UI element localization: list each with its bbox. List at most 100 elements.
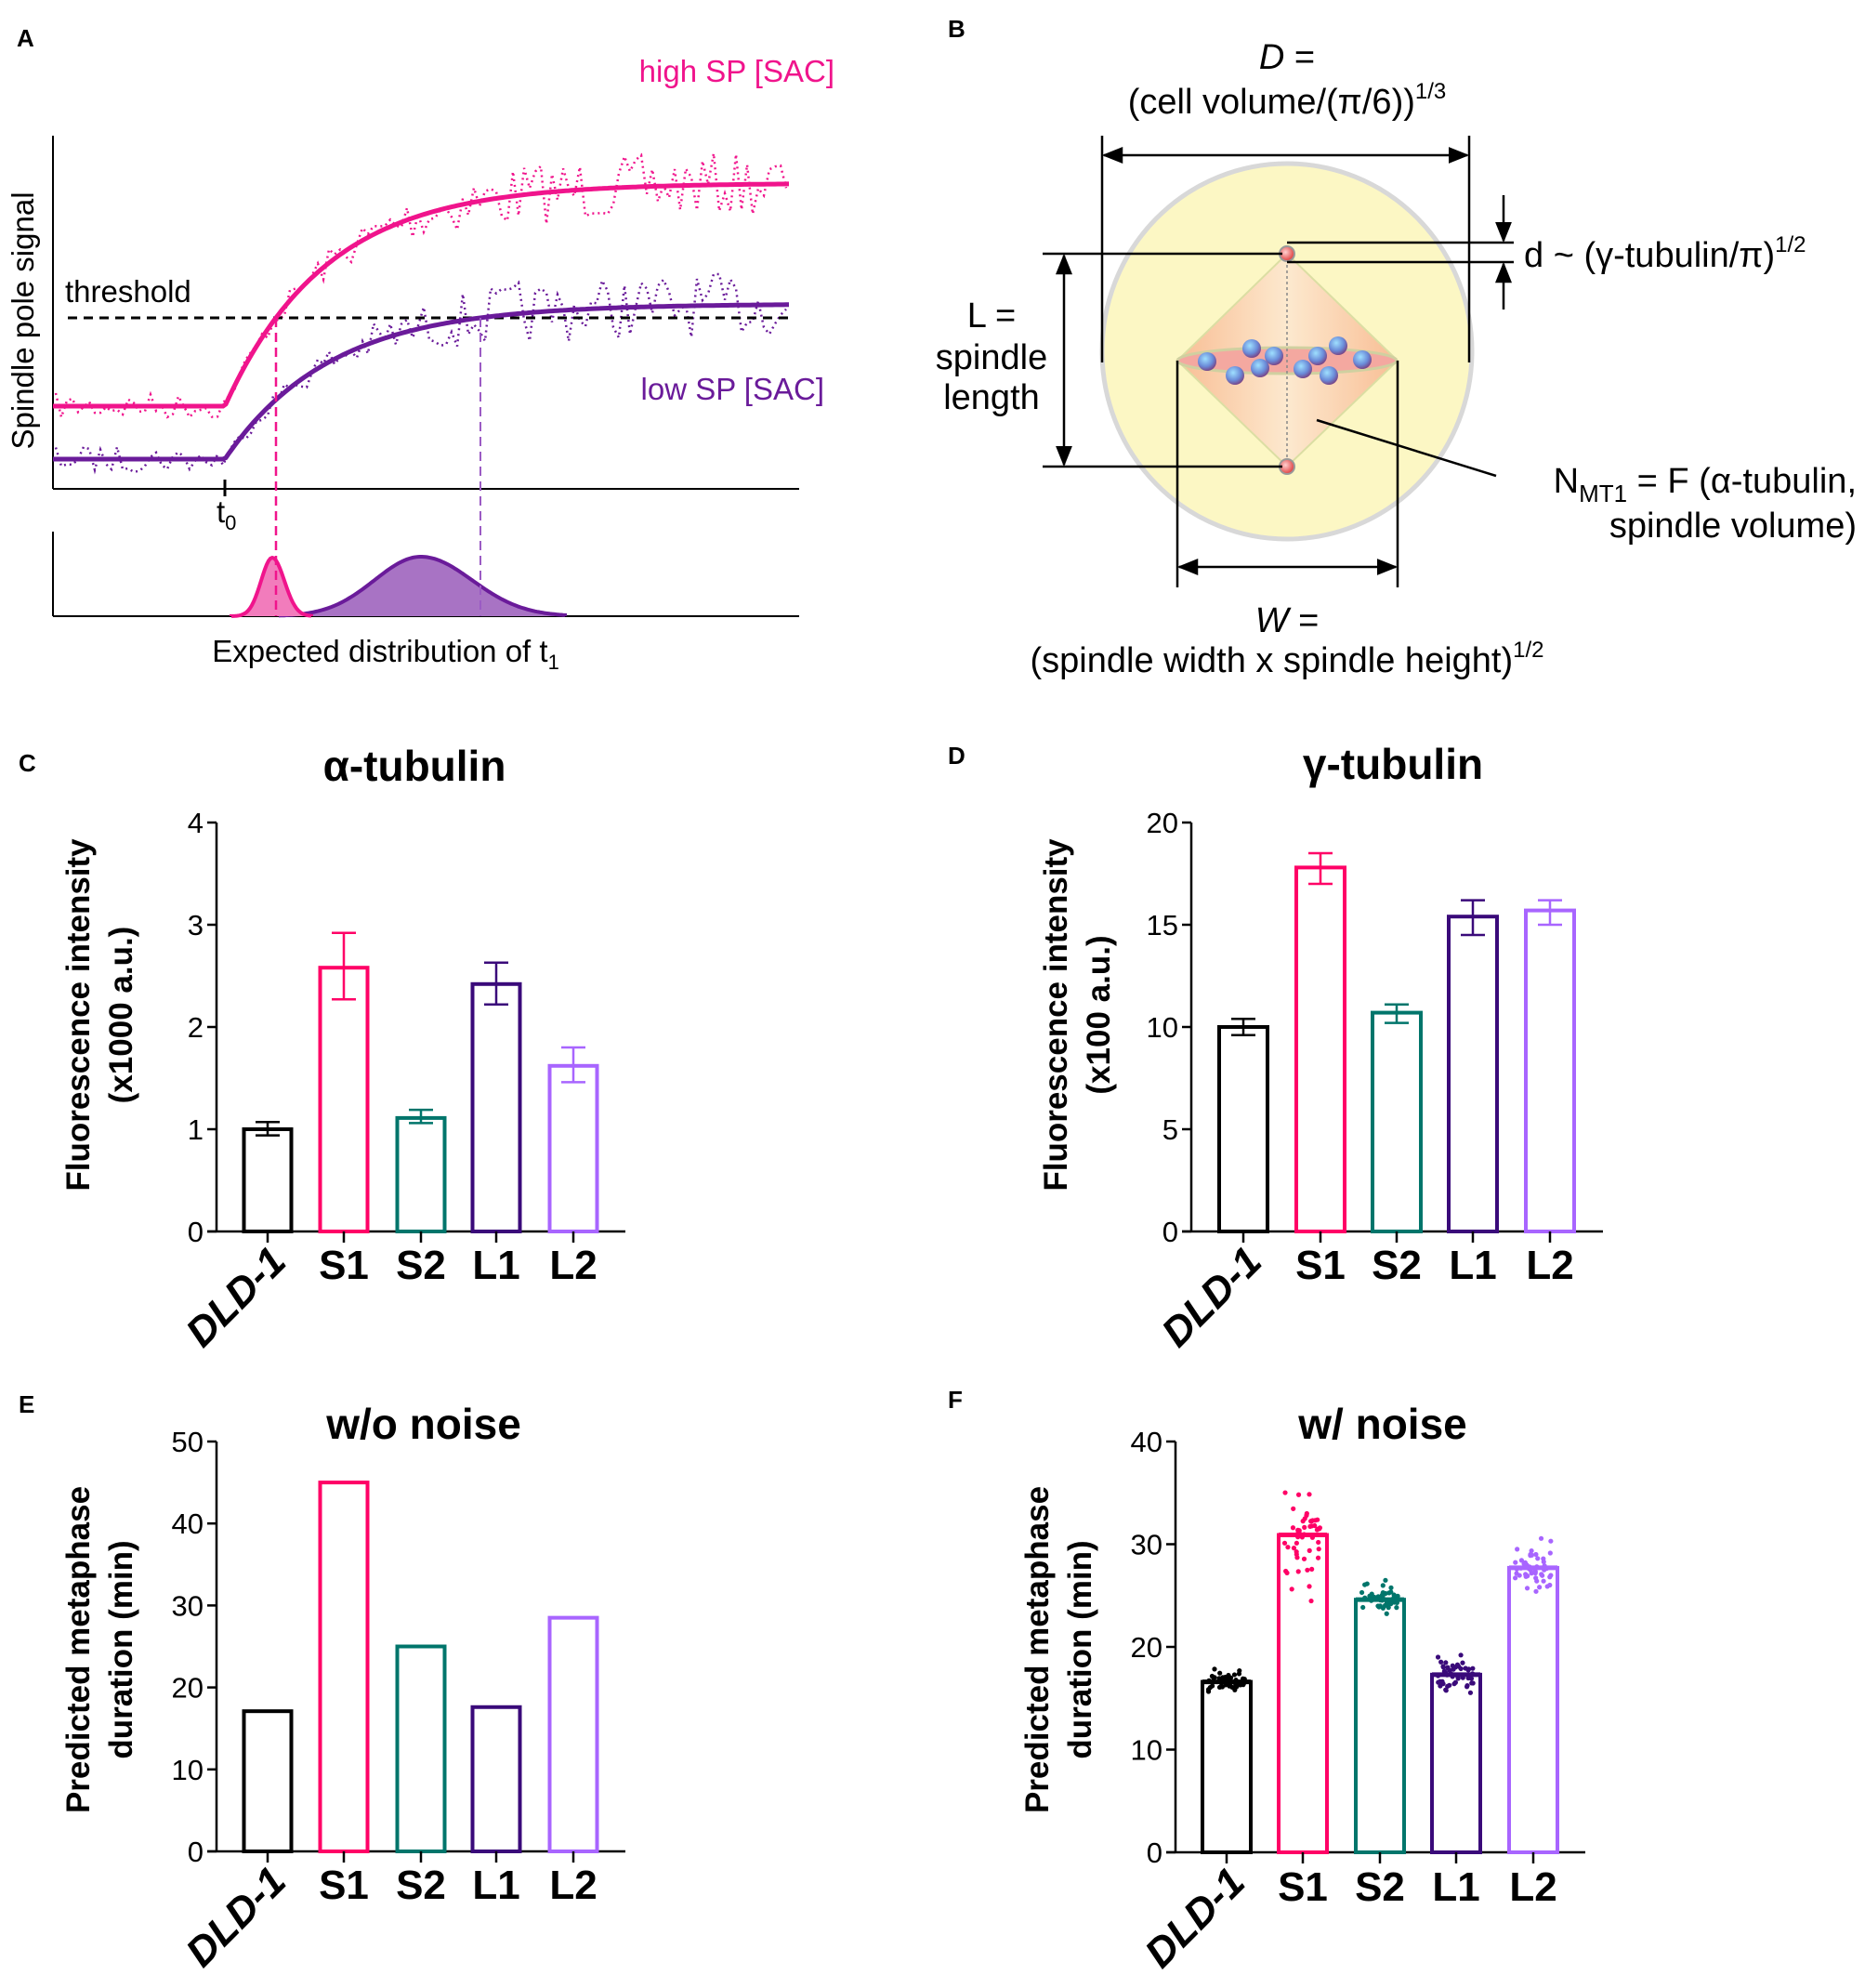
- y-axis-label: (x1000 a.u.): [103, 927, 139, 1104]
- low-sp-curve: [53, 302, 789, 462]
- y-tick-label: 20: [1147, 807, 1178, 839]
- panel-label-c: C: [19, 749, 36, 777]
- data-point-l2: [1515, 1547, 1520, 1552]
- data-point-s1: [1294, 1540, 1299, 1546]
- data-point-s1: [1312, 1522, 1318, 1529]
- y-tick-label: 40: [1131, 1426, 1162, 1458]
- data-point-l1: [1464, 1684, 1470, 1690]
- data-point-l2: [1533, 1551, 1539, 1558]
- bar-dld-1: [1201, 1679, 1253, 1854]
- category-label: L1: [1449, 1243, 1496, 1288]
- error-bar-l2: [561, 1046, 585, 1084]
- data-point-s1: [1309, 1566, 1315, 1572]
- data-point-l2: [1533, 1588, 1539, 1594]
- data-point-l2: [1529, 1547, 1534, 1554]
- y-axis-label: Predicted metaphase: [60, 1486, 97, 1813]
- bar-s1: [318, 1481, 370, 1853]
- bar-s2: [1371, 1010, 1423, 1233]
- data-point-l2: [1537, 1585, 1543, 1590]
- y-axis-label: Predicted metaphase: [1019, 1486, 1056, 1813]
- data-point-l1: [1440, 1664, 1446, 1669]
- category-label: L1: [1432, 1864, 1479, 1910]
- data-point-dld-1: [1216, 1684, 1223, 1691]
- error-bar-s1: [1308, 851, 1333, 886]
- y-tick-label: 20: [172, 1672, 204, 1705]
- y-tick-label: 0: [188, 1836, 204, 1868]
- data-point-dld-1: [1212, 1666, 1217, 1672]
- data-point-l2: [1541, 1556, 1546, 1561]
- y-tick-label: 10: [1147, 1011, 1178, 1044]
- L-label: L =: [967, 296, 1016, 336]
- data-point-dld-1: [1236, 1671, 1242, 1677]
- a-y-axis-label: Spindle pole signal: [6, 191, 40, 449]
- data-point-s1: [1305, 1567, 1310, 1573]
- data-point-s1: [1295, 1492, 1302, 1497]
- high-sp-curve: [53, 181, 789, 409]
- error-bar-s2: [1385, 1003, 1409, 1024]
- data-point-l1: [1455, 1676, 1461, 1681]
- error-bar-l2: [1538, 899, 1562, 927]
- t0-label: t0: [217, 494, 236, 534]
- data-point-s2: [1394, 1605, 1399, 1611]
- y-tick-label: 4: [188, 807, 204, 839]
- data-point-s2: [1388, 1585, 1394, 1590]
- chart-c-alpha-tubulin: C α-tubulin Fluorescence intensity (x1000 …: [19, 742, 625, 1356]
- category-label: S1: [1295, 1243, 1346, 1288]
- category-label: L2: [549, 1243, 597, 1288]
- bar-s1: [1294, 865, 1346, 1234]
- data-point-s1: [1317, 1526, 1322, 1532]
- data-point-l1: [1458, 1652, 1464, 1658]
- y-tick-label: 30: [172, 1589, 204, 1622]
- error-bar-l1: [484, 961, 508, 1007]
- error-bar-dld-1: [256, 1121, 280, 1137]
- category-label: S2: [1372, 1243, 1422, 1288]
- category-label: S2: [396, 1243, 446, 1288]
- y-tick-label: 50: [172, 1426, 204, 1458]
- a-x-axis-label: Expected distribution of t1: [212, 634, 559, 674]
- bar-dld-1: [242, 1709, 294, 1853]
- data-point-dld-1: [1217, 1670, 1223, 1676]
- bar-s2: [1354, 1598, 1406, 1855]
- chart-e-without-noise: E w/o noise Predicted metaphase duration (…: [19, 1390, 625, 1976]
- data-point-s1: [1307, 1492, 1312, 1497]
- category-label: DLD-1: [177, 1238, 295, 1355]
- L-label-line3: length: [943, 378, 1040, 417]
- y-axis-label: Fluorescence intensity: [60, 838, 97, 1191]
- data-point-l2: [1547, 1574, 1553, 1580]
- data-point-l2: [1534, 1578, 1540, 1584]
- data-point-l2: [1513, 1560, 1518, 1565]
- y-tick-label: 10: [1131, 1734, 1162, 1767]
- error-bar-l1: [1461, 899, 1485, 937]
- data-point-dld-1: [1232, 1687, 1238, 1692]
- y-tick-label: 2: [188, 1011, 204, 1044]
- data-point-l1: [1470, 1680, 1476, 1686]
- data-point-l1: [1460, 1660, 1465, 1665]
- category-label: L2: [1509, 1864, 1556, 1910]
- data-point-s1: [1289, 1586, 1294, 1592]
- data-point-l1: [1438, 1683, 1443, 1689]
- L-label-line2: spindle: [936, 338, 1047, 377]
- bar-s1: [1277, 1533, 1329, 1855]
- category-label: DLD-1: [177, 1858, 295, 1975]
- y-axis-label: (x100 a.u.): [1081, 935, 1117, 1094]
- panel-b-spindle-diagram: B D = (cell volume/(π/6))1/3 L =: [936, 15, 1857, 680]
- noisy-traces: [54, 152, 788, 475]
- bar-l1: [470, 1705, 522, 1853]
- data-point-s2: [1380, 1605, 1386, 1611]
- category-label: L2: [549, 1863, 597, 1908]
- chart-title: α-tubulin: [323, 742, 506, 790]
- data-point-s1: [1316, 1539, 1321, 1546]
- error-bar-s1: [332, 931, 356, 1001]
- data-point-l2: [1547, 1550, 1553, 1556]
- data-point-s2: [1359, 1589, 1365, 1596]
- y-tick-label: 3: [188, 909, 204, 941]
- panel-label-b: B: [948, 15, 965, 43]
- data-point-l2: [1548, 1538, 1554, 1544]
- data-point-l1: [1454, 1662, 1461, 1667]
- category-label: S2: [1355, 1864, 1405, 1910]
- data-point-s1: [1315, 1555, 1321, 1560]
- high-sp-distribution: [230, 555, 313, 618]
- bar-s2: [395, 1644, 447, 1853]
- data-point-s1: [1290, 1525, 1296, 1531]
